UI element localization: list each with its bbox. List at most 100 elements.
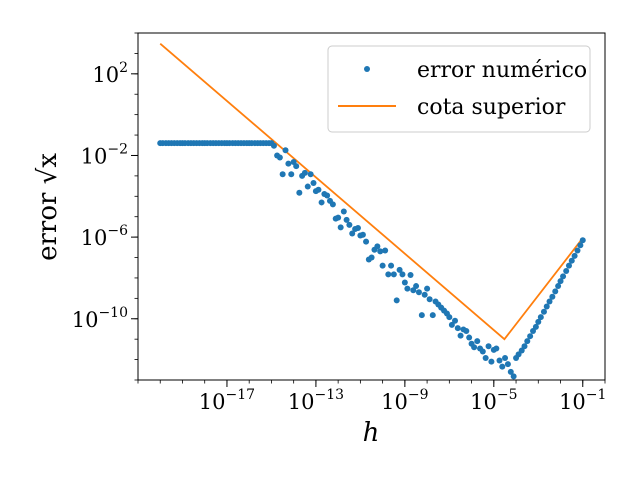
error-point — [563, 267, 570, 274]
error-point — [354, 224, 361, 231]
error-point — [393, 297, 400, 304]
error-point — [457, 332, 464, 339]
error-point — [479, 348, 486, 355]
error-point — [493, 345, 500, 352]
error-point — [335, 214, 342, 221]
error-point — [343, 216, 350, 223]
error-point — [577, 242, 584, 249]
x-tick-label: 10−1 — [559, 387, 606, 414]
error-point — [415, 289, 422, 296]
legend-box — [327, 45, 591, 133]
error-point — [276, 154, 283, 161]
axes-frame — [137, 32, 606, 381]
error-point — [488, 358, 495, 365]
error-point — [502, 354, 509, 361]
error-point — [396, 266, 403, 273]
error-point — [282, 147, 289, 154]
error-point — [401, 279, 408, 286]
error-point — [377, 248, 384, 255]
x-axis: 10−17 10−13 10−9 10−5 10−1 — [137, 380, 606, 414]
error-point — [552, 288, 559, 295]
error-point — [346, 221, 353, 228]
error-point — [270, 142, 277, 149]
error-point — [510, 373, 517, 380]
error-point — [527, 333, 534, 340]
error-point — [579, 237, 586, 244]
error-point — [329, 201, 336, 208]
error-point — [293, 163, 300, 170]
error-point — [571, 252, 578, 259]
error-point — [496, 357, 503, 364]
error-point — [340, 208, 347, 215]
error-point — [418, 312, 425, 319]
error-point — [543, 303, 550, 310]
error-point — [379, 262, 386, 269]
error-point — [463, 328, 470, 335]
error-point — [288, 171, 295, 178]
y-tick-label: 10−6 — [81, 223, 128, 250]
error-point — [560, 273, 567, 280]
error-point — [404, 285, 411, 292]
legend-label-bound: cota superior — [417, 95, 566, 120]
x-tick-label: 10−5 — [470, 387, 517, 414]
error-point — [524, 338, 531, 345]
error-point — [310, 179, 317, 186]
error-point — [390, 271, 397, 278]
error-point — [549, 293, 556, 300]
error-point — [448, 321, 455, 328]
error-point — [485, 343, 492, 350]
y-axis: 102 10−2 10−6 10−10 — [72, 32, 138, 381]
error-point — [535, 318, 542, 325]
error-point — [540, 308, 547, 315]
error-point — [363, 238, 370, 245]
error-point — [315, 186, 322, 193]
legend-label-error: error numérico — [417, 58, 587, 83]
error-point — [574, 247, 581, 254]
error-point — [304, 183, 311, 190]
error-point — [466, 334, 473, 341]
error-point — [537, 314, 544, 321]
error-point — [285, 160, 292, 167]
error-point — [474, 338, 481, 345]
y-axis-label: error √x — [33, 153, 63, 261]
bound-line — [159, 42, 584, 341]
error-point — [504, 361, 511, 368]
legend-marker-error — [364, 66, 370, 72]
error-point — [368, 254, 375, 261]
error-point — [307, 171, 314, 178]
error-point — [382, 247, 389, 254]
x-axis-label: h — [363, 418, 380, 448]
error-point — [426, 296, 433, 303]
error-point — [521, 343, 528, 350]
x-tick-label: 10−17 — [199, 387, 255, 414]
error-point — [318, 199, 325, 206]
error-point — [532, 323, 539, 330]
error-point — [499, 363, 506, 370]
error-point — [471, 344, 478, 351]
error-point — [324, 192, 331, 199]
error-point — [359, 231, 366, 238]
error-point — [565, 262, 572, 269]
error-point — [454, 325, 461, 332]
error-point — [452, 317, 459, 324]
error-point — [421, 291, 428, 298]
y-tick-label: 10−10 — [72, 305, 128, 332]
error-point — [374, 243, 381, 250]
error-point — [482, 354, 489, 361]
error-point — [296, 189, 303, 196]
legend: error numérico cota superior — [327, 45, 591, 133]
error-point — [546, 298, 553, 305]
error-point — [446, 314, 453, 321]
error-point — [337, 224, 344, 231]
error-point — [413, 283, 420, 290]
error-point — [279, 171, 286, 178]
x-tick-label: 10−13 — [288, 387, 344, 414]
plot-area — [157, 42, 586, 380]
error-point — [557, 278, 564, 285]
x-tick-label: 10−9 — [381, 387, 428, 414]
error-point — [407, 271, 414, 278]
error-point — [424, 285, 431, 292]
error-point — [349, 230, 356, 237]
error-point — [399, 271, 406, 278]
